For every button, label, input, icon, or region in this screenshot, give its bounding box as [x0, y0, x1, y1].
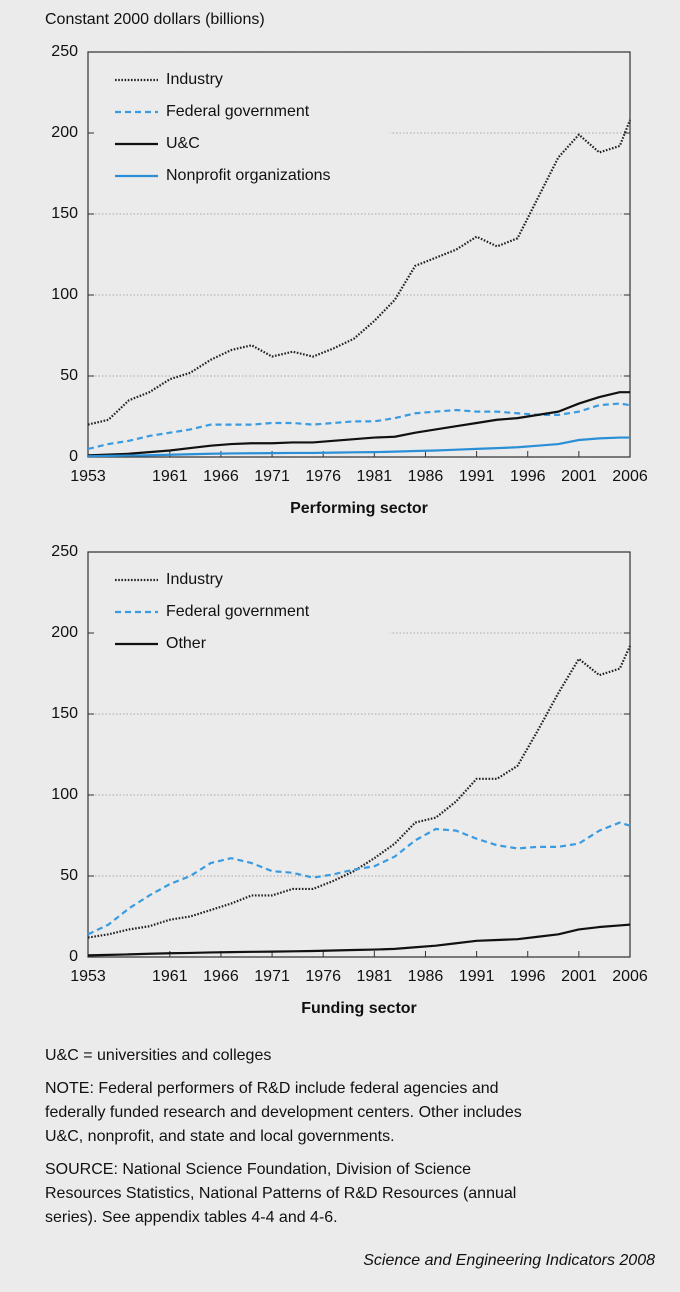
series-line — [87, 821, 631, 936]
x-tick-label: 2006 — [612, 968, 648, 985]
y-tick-label: 0 — [69, 948, 78, 965]
x-tick-label: 2001 — [561, 468, 597, 485]
y-tick-label: 50 — [60, 367, 78, 384]
legend-label: Nonprofit organizations — [166, 167, 331, 184]
x-tick-label: 1966 — [203, 468, 239, 485]
y-tick-label: 250 — [51, 543, 78, 560]
definition: U&C = universities and colleges — [45, 1047, 271, 1064]
x-tick-label: 1953 — [70, 968, 106, 985]
source-line: SOURCE: National Science Foundation, Div… — [45, 1161, 471, 1178]
x-tick-label: 1991 — [459, 468, 495, 485]
y-tick-label: 100 — [51, 286, 78, 303]
x-tick-label: 1996 — [510, 468, 546, 485]
x-tick-label: 1981 — [357, 468, 393, 485]
legend-label: U&C — [166, 135, 200, 152]
y-tick-label: 200 — [51, 624, 78, 641]
y-tick-label: 250 — [51, 43, 78, 60]
legend-label: Industry — [166, 571, 223, 588]
series-line — [87, 119, 632, 426]
x-tick-label: 1996 — [510, 968, 546, 985]
x-tick-label: 1953 — [70, 468, 106, 485]
x-tick-label: 1966 — [203, 968, 239, 985]
legend-label: Industry — [166, 71, 223, 88]
legend-label: Other — [166, 635, 207, 652]
series-line — [87, 645, 632, 939]
x-tick-label: 1991 — [459, 968, 495, 985]
legend-background — [90, 60, 390, 202]
source-line: series). See appendix tables 4-4 and 4-6… — [45, 1209, 338, 1226]
x-tick-label: 1971 — [254, 968, 290, 985]
x-tick-label: 1986 — [408, 968, 444, 985]
x-tick-label: 1961 — [152, 968, 188, 985]
y-tick-label: 200 — [51, 124, 78, 141]
x-tick-label: 1976 — [305, 968, 341, 985]
note-line: NOTE: Federal performers of R&D include … — [45, 1080, 499, 1097]
y-axis-label: Constant 2000 dollars (billions) — [45, 11, 265, 28]
series-line — [87, 391, 630, 457]
x-tick-label: 1971 — [254, 468, 290, 485]
plot-frame — [87, 551, 631, 958]
y-tick-label: 150 — [51, 705, 78, 722]
x-tick-label: 2001 — [561, 968, 597, 985]
x-tick-label: 2006 — [612, 468, 648, 485]
legend-label: Federal government — [166, 603, 310, 620]
y-tick-label: 100 — [51, 786, 78, 803]
x-tick-label: 1981 — [357, 968, 393, 985]
credit: Science and Engineering Indicators 2008 — [363, 1252, 655, 1269]
series-line — [87, 402, 631, 450]
x-tick-label: 1986 — [408, 468, 444, 485]
y-tick-label: 150 — [51, 205, 78, 222]
note-line: U&C, nonprofit, and state and local gove… — [45, 1128, 395, 1145]
note-line: federally funded research and developmen… — [45, 1104, 522, 1121]
y-tick-label: 50 — [60, 867, 78, 884]
legend-background — [90, 560, 390, 670]
series-line — [87, 436, 630, 458]
series-line — [87, 923, 631, 957]
x-tick-label: 1976 — [305, 468, 341, 485]
plot-frame — [87, 51, 631, 458]
legend-label: Federal government — [166, 103, 310, 120]
y-tick-label: 0 — [69, 448, 78, 465]
x-axis-label: Performing sector — [290, 500, 428, 517]
x-axis-label: Funding sector — [301, 1000, 417, 1017]
source-line: Resources Statistics, National Patterns … — [45, 1185, 516, 1202]
x-tick-label: 1961 — [152, 468, 188, 485]
